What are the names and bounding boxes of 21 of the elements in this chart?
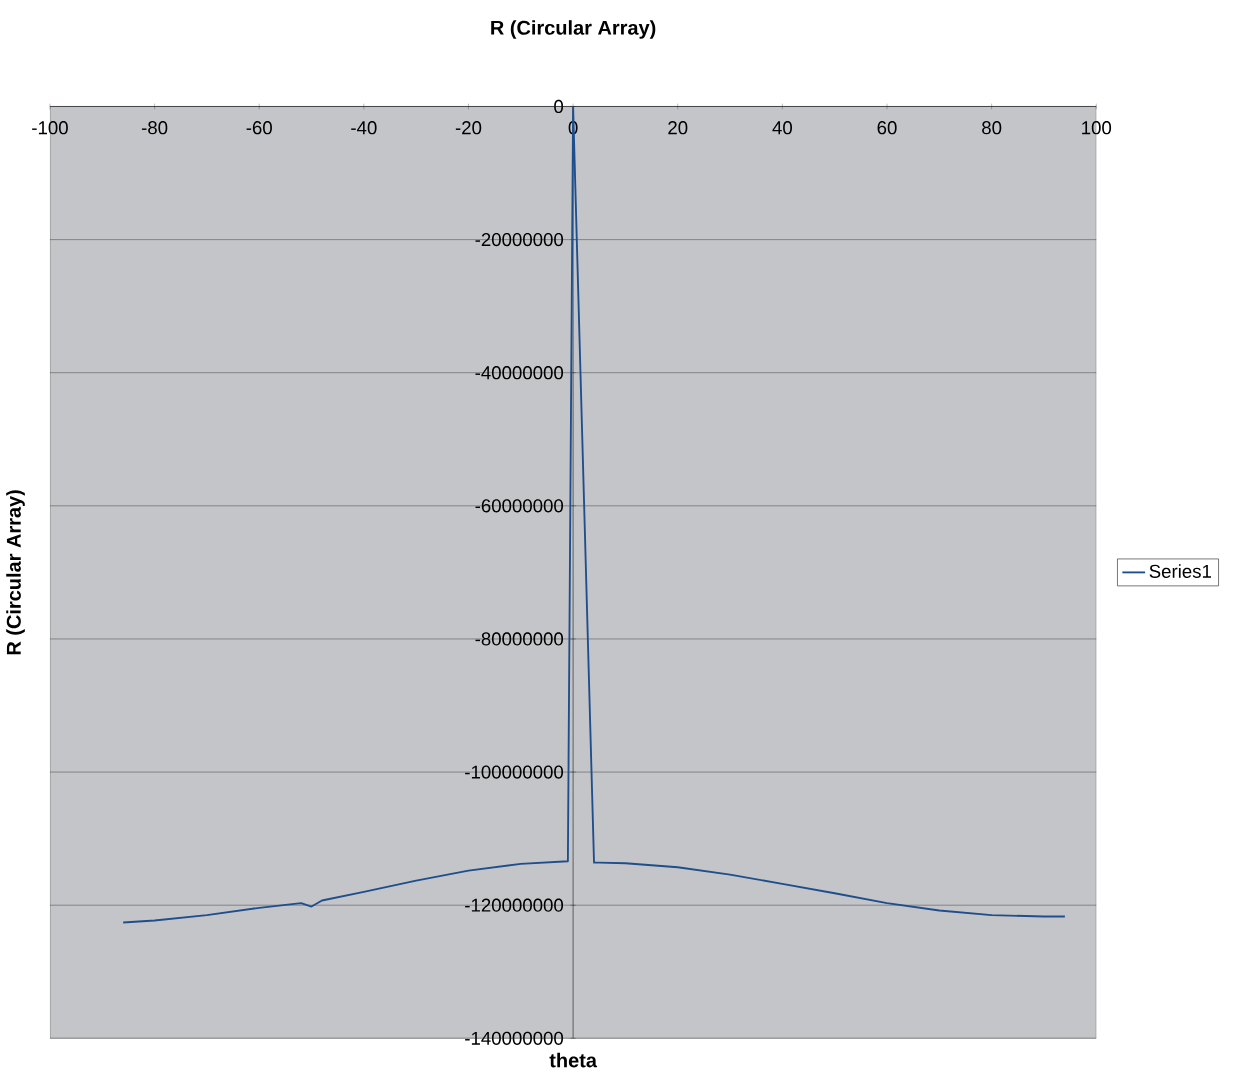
x-tick-label: -60 [246, 121, 272, 135]
x-tick-label: 20 [668, 121, 688, 135]
y-tick-label: -140000000 [465, 1031, 564, 1046]
y-tick-label: -80000000 [475, 632, 564, 646]
x-tick-label: 40 [772, 121, 793, 135]
x-tick-label: -40 [351, 121, 377, 135]
y-axis-title: R (Circular Array) [6, 490, 25, 655]
x-tick-label: -20 [455, 121, 482, 135]
x-tick-label: 100 [1082, 121, 1112, 135]
x-tick-label: -80 [141, 121, 168, 135]
legend-label: Series1 [1149, 564, 1211, 579]
chart-title: R (Circular Array) [491, 20, 656, 39]
x-tick-label: 60 [877, 121, 897, 135]
y-tick-label: -60000000 [475, 499, 564, 513]
x-tick-label: 80 [982, 121, 1002, 135]
y-tick-label: -100000000 [465, 765, 564, 779]
y-tick-label: -20000000 [475, 233, 564, 247]
x-tick-label: -100 [32, 121, 68, 135]
y-tick-label: -40000000 [475, 366, 564, 380]
y-tick-label: -120000000 [465, 898, 564, 912]
x-axis-title: theta [549, 1052, 598, 1068]
